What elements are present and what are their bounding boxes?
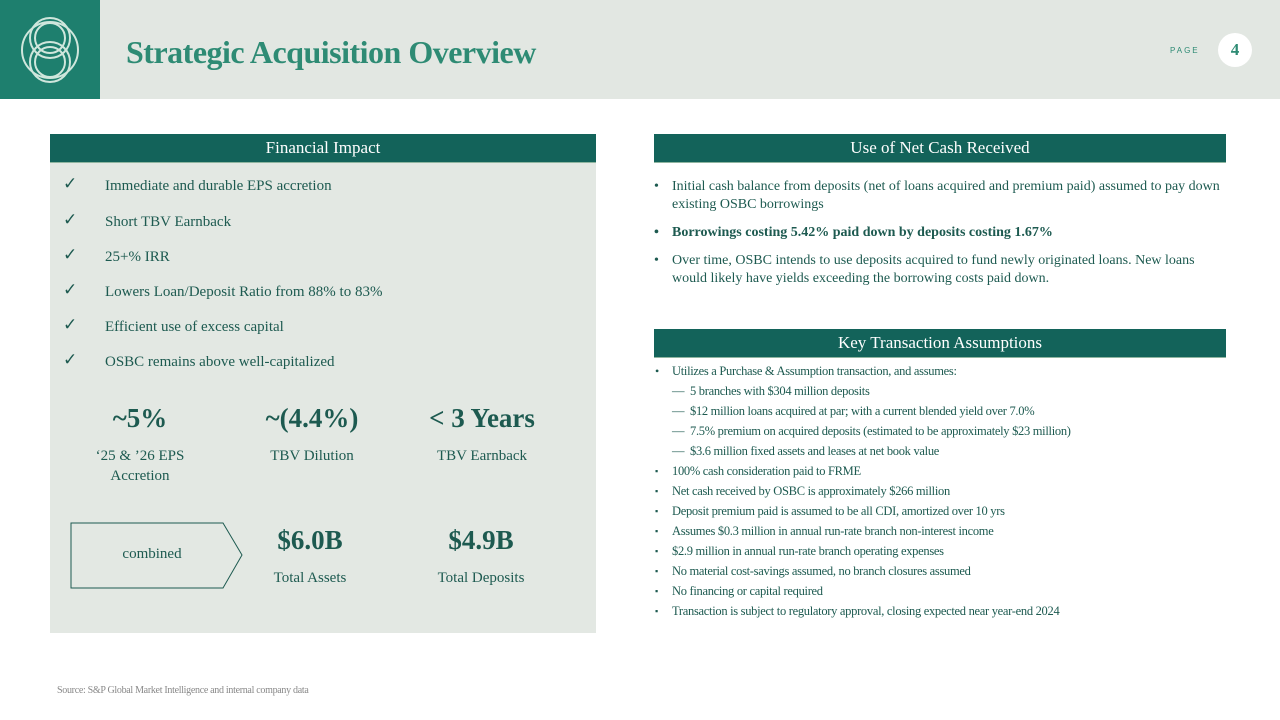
header-band [0,0,1280,99]
metric-value: ~5% [112,403,168,433]
page-number: 4 [1218,33,1252,67]
logo [0,0,100,99]
bullet: 100% cash consideration paid to FRME [655,464,861,479]
check-item: 25+% IRR [63,245,170,266]
bullet: No material cost-savings assumed, no bra… [655,564,971,579]
section-header: Key Transaction Assumptions [654,329,1226,358]
sub-bullet: 5 branches with $304 million deposits [672,384,870,399]
bullet: Initial cash balance from deposits (net … [654,178,1222,214]
sub-bullet: 7.5% premium on acquired deposits (estim… [672,424,1071,439]
bullet: Over time, OSBC intends to use deposits … [654,252,1222,288]
metric-value: < 3 Years [429,403,535,433]
metric-label: TBV Earnback [436,448,528,464]
check-item: Immediate and durable EPS accretion [63,174,332,195]
bullet: Deposit premium paid is assumed to be al… [655,504,1005,519]
combined-label: combined [122,546,182,562]
bullet: No financing or capital required [655,584,823,599]
check-item: Lowers Loan/Deposit Ratio from 88% to 83… [63,280,383,301]
sub-bullet: $3.6 million fixed assets and leases at … [672,444,939,459]
check-item: OSBC remains above well-capitalized [63,350,334,371]
title: Strategic Acquisition Overview [126,34,536,70]
bullet: Borrowings costing 5.42% paid down by de… [654,224,1222,242]
check-item: Efficient use of excess capital [63,315,284,336]
metric-label: TBV Dilution [270,448,354,464]
metric-label: Total Assets [273,570,347,586]
bullet: Transaction is subject to regulatory app… [655,604,1060,619]
metric-value: $6.0B [277,525,343,555]
check-item: Short TBV Earnback [63,210,231,231]
metric-value: ~(4.4%) [265,403,359,433]
source-note: Source: S&P Global Market Intelligence a… [57,685,309,696]
bullet: $2.9 million in annual run-rate branch o… [655,544,944,559]
logo-mark [21,17,79,83]
combined-arrow [70,522,243,589]
bullet: Net cash received by OSBC is approximate… [655,484,950,499]
section-header: Financial Impact [50,134,596,163]
metric-label: ‘25 & ’26 EPS Accretion [95,448,185,484]
section-header: Use of Net Cash Received [654,134,1226,163]
bullet: Assumes $0.3 million in annual run-rate … [655,524,994,539]
metric-value: $4.9B [448,525,514,555]
bullet: Utilizes a Purchase & Assumption transac… [655,364,957,379]
page-label: PAGE [1170,46,1200,55]
metric-label: Total Deposits [437,570,525,586]
sub-bullet: $12 million loans acquired at par; with … [672,404,1035,419]
